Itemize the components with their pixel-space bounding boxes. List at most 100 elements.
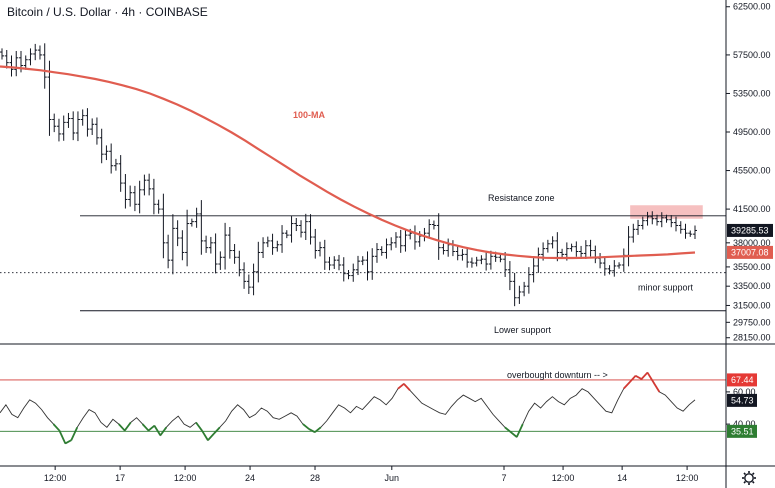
price-candle [308,214,313,245]
time-tick-label: 17 [115,473,125,483]
badge-bg [727,373,757,387]
price-candle [66,112,71,128]
price-candle [170,214,175,275]
price-candle [674,216,679,232]
price-candle [218,251,223,270]
rsi-oversold-segment [118,423,126,432]
price-candle [332,256,337,269]
price-candle [104,145,109,161]
badge-bg [727,245,773,259]
price-candle [213,233,218,274]
price-candle [128,185,133,207]
resistance-label: Resistance zone [488,193,555,203]
price-candle [560,248,565,259]
price-candle [75,111,80,142]
price-candle [469,257,474,268]
price-candle [659,212,664,228]
price-candle [650,211,655,225]
price-candle [569,243,574,252]
price-candle [137,180,142,214]
price-candle [693,225,697,240]
price-candle [612,260,617,277]
lower-support-label: Lower support [494,325,552,335]
price-tick-label: 53500.00 [733,88,771,98]
time-tick-label: 12:00 [676,473,699,483]
price-candle [123,174,128,209]
price-candle [14,50,19,77]
price-candle [61,115,66,141]
price-candle [598,252,603,269]
price-candle [645,211,650,226]
price-candle [132,185,137,212]
price-candle [42,43,47,89]
price-candle [664,214,669,223]
time-tick-label: 28 [310,473,320,483]
time-tick-label: 7 [502,473,507,483]
settings-gear-icon[interactable] [742,471,756,485]
price-candle [669,215,674,228]
rsi-overbought-segment [623,381,631,390]
price-candle [683,223,688,239]
price-candle [261,237,266,259]
oversold-badge: 35.51 [727,424,757,438]
price-candle [147,173,152,196]
price-candle [370,248,375,280]
badge-bg [727,223,773,237]
price-candle [431,220,436,230]
rsi-oversold-segment [147,425,156,432]
price-candle [156,199,161,214]
price-candle [237,250,242,277]
price-tick-label: 49500.00 [733,127,771,137]
price-candle [550,236,555,249]
rsi-oversold-segment [58,430,67,444]
price-candle [655,214,660,226]
time-tick-label: 12:00 [44,473,67,483]
rsi-oversold-segment [153,425,162,436]
price-tick-label: 35500.00 [733,262,771,272]
price-tick-label: 38000.00 [733,238,771,248]
price-candle [617,262,622,269]
price-candle [322,239,327,270]
price-candle [256,241,261,283]
price-candle [56,118,61,142]
badge-label: 35.51 [731,427,754,437]
price-candle [185,209,190,267]
price-candle [85,108,90,137]
price-candle [460,249,465,261]
price-candle [393,232,398,248]
price-candle [113,158,118,171]
price-candle [360,256,365,266]
price-candle [503,252,508,277]
rsi-oversold-segment [141,423,150,432]
price-candle [280,225,285,253]
price-candle [488,250,493,270]
price-candle [602,256,607,276]
rsi-oversold-segment [201,430,209,441]
price-candle [189,218,194,227]
last-price-badge: 39285.53 [727,223,773,237]
price-candle [474,256,479,267]
price-tick-label: 31500.00 [733,300,771,310]
minor-support-label: minor support [638,283,694,293]
price-candle [355,255,360,276]
price-candle [28,48,33,66]
price-candle [398,229,403,253]
rsi-oversold-segment [510,431,518,438]
price-candle [522,281,527,297]
price-candle [166,234,171,269]
rsi-oversold-segment [308,428,316,433]
price-candle [299,220,304,238]
price-candle [498,254,503,263]
price-candle [294,217,299,232]
price-candle [512,272,517,307]
price-candle [142,174,147,196]
price-candle [374,243,379,263]
price-candle [161,193,166,259]
resistance-zone-box [630,205,703,219]
price-candle [465,248,470,268]
rsi-oversold-segment [52,423,61,432]
price-candle [412,225,417,250]
price-candle [318,241,323,257]
price-candle [479,255,484,265]
